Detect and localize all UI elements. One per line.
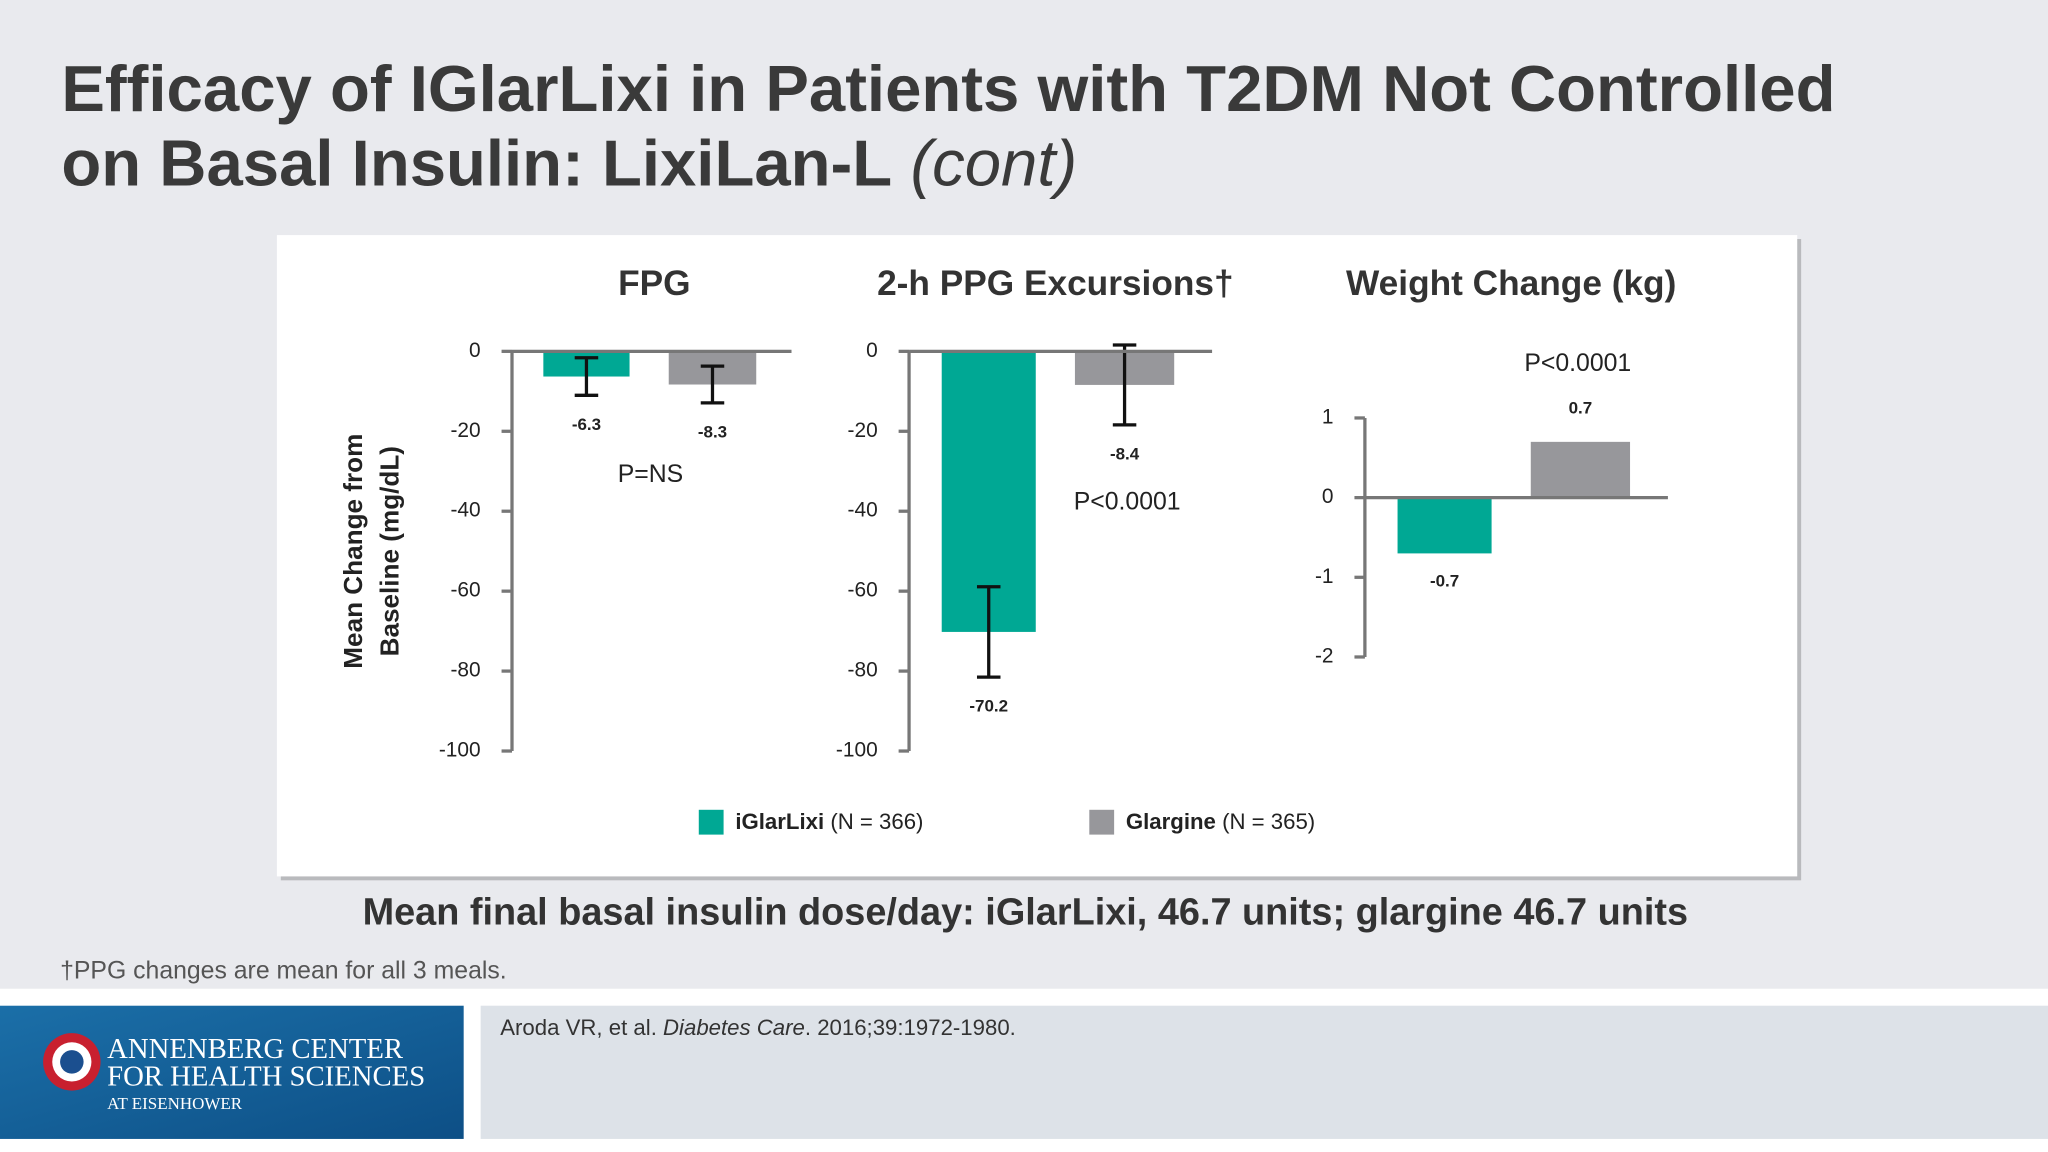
y-tick-label: -100 <box>439 739 481 762</box>
data-label: -8.4 <box>1110 444 1140 463</box>
legend-name: iGlarLixi <box>735 809 824 834</box>
y-tick-label: 0 <box>866 339 878 362</box>
y-tick-label: -80 <box>450 659 480 682</box>
y-tick-label: -2 <box>1315 644 1334 667</box>
reference-authors: Aroda VR, et al. <box>500 1015 663 1040</box>
chart-title: Weight Change (kg) <box>1346 264 1676 303</box>
data-label: -6.3 <box>572 415 601 434</box>
logo-emblem <box>60 1050 84 1074</box>
y-tick-label: -20 <box>848 419 878 442</box>
title-suffix: (cont) <box>910 126 1077 199</box>
y-axis-label: Mean Change from <box>338 434 368 669</box>
y-tick-label: -60 <box>450 579 480 602</box>
chart-title: FPG <box>618 264 690 303</box>
summary: Mean final basal insulin dose/day: iGlar… <box>363 891 1688 933</box>
data-label: 0.7 <box>1569 399 1593 418</box>
logo-text: AT EISENHOWER <box>107 1094 243 1113</box>
legend-swatch <box>1089 809 1115 835</box>
y-tick-label: -1 <box>1315 565 1334 588</box>
reference-block <box>480 1005 2048 1139</box>
reference: Aroda VR, et al. Diabetes Care. 2016;39:… <box>500 1015 1016 1040</box>
annotation: P=NS <box>618 461 683 488</box>
data-label: -70.2 <box>969 697 1008 716</box>
bar <box>1530 441 1631 498</box>
legend-note: (N = 366) <box>830 809 923 834</box>
reference-journal: Diabetes Care <box>663 1015 805 1040</box>
data-label: -0.7 <box>1430 572 1459 591</box>
error-bar <box>700 364 725 405</box>
y-tick-label: 1 <box>1322 405 1334 428</box>
error-bar <box>574 356 599 397</box>
y-tick-label: -40 <box>848 499 878 522</box>
y-axis-label: Baseline (mg/dL) <box>375 446 405 656</box>
y-tick-label: -80 <box>848 659 878 682</box>
legend-swatch <box>698 809 724 835</box>
annotation: P<0.0001 <box>1074 488 1181 515</box>
chart-title: 2-h PPG Excursions† <box>877 264 1234 303</box>
logo-text: FOR HEALTH SCIENCES <box>107 1060 425 1092</box>
legend-entry: iGlarLixi (N = 366) <box>735 809 923 834</box>
y-tick-label: 0 <box>1322 485 1334 508</box>
y-tick-label: -20 <box>450 419 480 442</box>
y-tick-label: -60 <box>848 579 878 602</box>
y-tick-label: -100 <box>836 739 878 762</box>
y-tick-label: -40 <box>450 499 480 522</box>
chart-panel <box>276 235 1798 877</box>
data-label: -8.3 <box>698 422 727 441</box>
legend-name: Glargine <box>1126 809 1216 834</box>
slide-title: Efficacy of IGlarLixi in Patients with T… <box>61 52 1835 125</box>
logo-text: ANNENBERG CENTER <box>107 1033 404 1065</box>
annotation: P<0.0001 <box>1524 350 1631 377</box>
reference-details: . 2016;39:1972-1980. <box>805 1015 1016 1040</box>
y-tick-label: 0 <box>469 339 481 362</box>
legend-entry: Glargine (N = 365) <box>1126 809 1315 834</box>
legend-note: (N = 365) <box>1222 809 1315 834</box>
bar <box>1397 497 1492 554</box>
error-bar <box>1112 343 1137 427</box>
footnote: †PPG changes are mean for all 3 meals. <box>60 957 507 984</box>
title-text: on Basal Insulin: LixiLan-L <box>61 126 892 199</box>
slide-title: on Basal Insulin: LixiLan-L (cont) <box>61 126 1077 199</box>
error-bar <box>976 585 1001 679</box>
